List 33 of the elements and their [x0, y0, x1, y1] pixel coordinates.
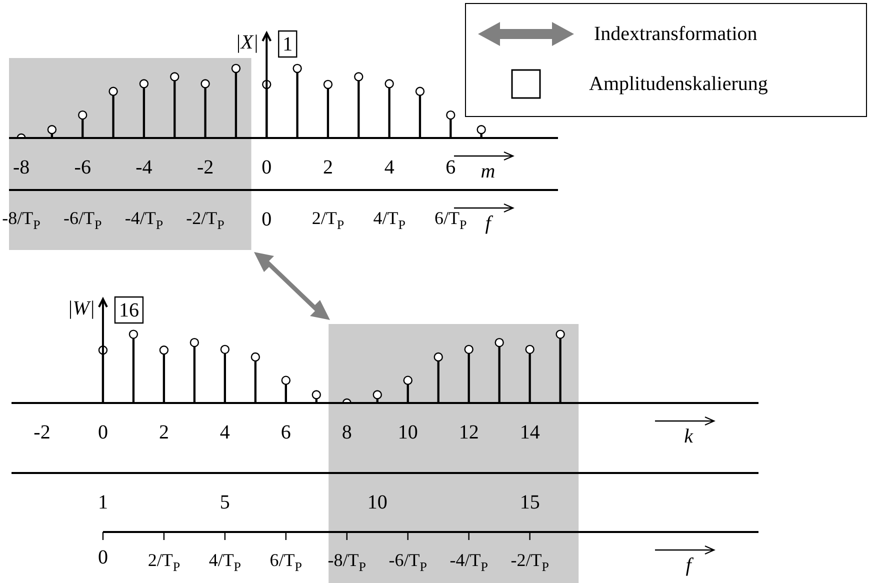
y-axis-title: |X| [235, 31, 259, 54]
x-tick-label: -4 [136, 156, 152, 178]
x-tick-label: 0 [262, 156, 272, 178]
x-tick-label: 6 [280, 421, 291, 444]
x-tick-label: -6 [74, 156, 91, 178]
x2-tick-label: 0 [262, 208, 272, 230]
text: 1 [282, 33, 293, 56]
x2-axis-title: f [485, 212, 494, 234]
x-tick-label: 0 [98, 421, 108, 444]
x-tick-label: 10 [398, 421, 418, 444]
x-tick-label: 8 [342, 421, 352, 444]
x-axis-title: k [684, 425, 694, 448]
text: f [686, 554, 694, 576]
x-tick-label: 2 [158, 421, 169, 444]
x2-tick-label: 15 [520, 491, 540, 514]
x-tick-label: 14 [520, 421, 540, 444]
x-tick-label: 6 [446, 156, 456, 178]
x2-tick-label: 5 [220, 491, 230, 514]
text: Amplitudenskalierung [589, 72, 768, 96]
x-tick-label: 4 [220, 421, 230, 444]
x-tick-label: 4 [384, 156, 394, 178]
y-axis-title: |W| [67, 297, 95, 320]
x-axis-title: m [480, 160, 496, 182]
x-tick-label: -2 [196, 156, 214, 178]
annotation: 0 [98, 546, 108, 568]
x2-tick-label: 10 [367, 491, 388, 514]
x-tick-label: 2 [322, 156, 333, 178]
x-tick-label: -2 [34, 421, 50, 444]
text: Indextransformation [594, 22, 758, 46]
text: 16 [118, 299, 139, 322]
x-tick-label: 12 [458, 421, 479, 444]
x-tick-label: -8 [12, 156, 30, 178]
x2-tick-label: 1 [98, 491, 108, 514]
